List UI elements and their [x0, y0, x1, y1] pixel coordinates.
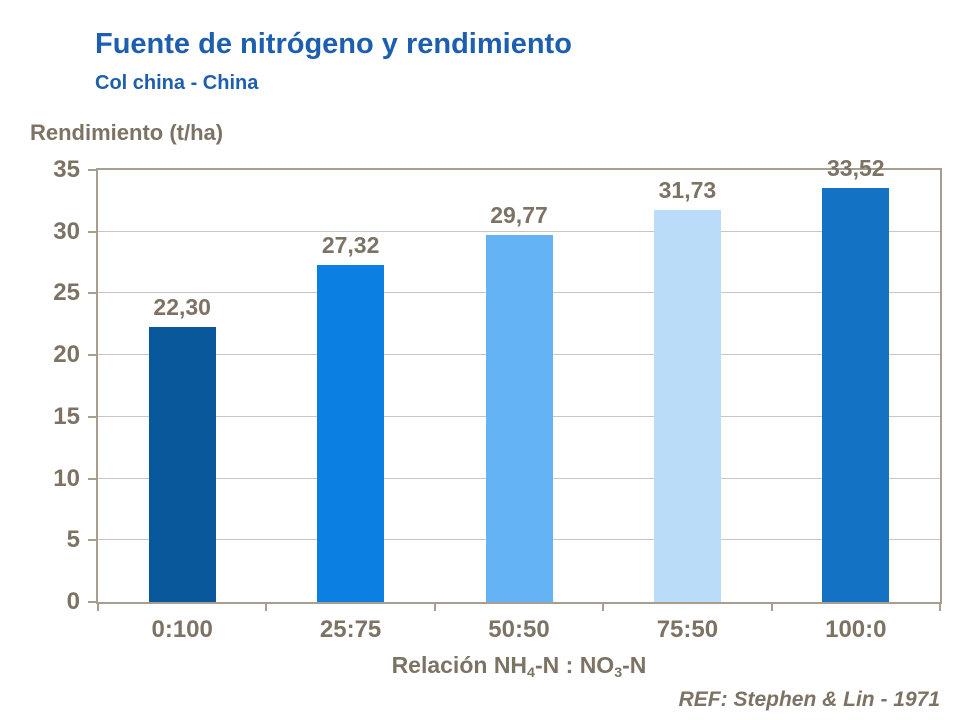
x-axis-title-text: Relación NH — [391, 652, 528, 678]
x-tick-label: 0:100 — [151, 616, 213, 643]
chart-title: Fuente de nitrógeno y rendimiento — [95, 28, 572, 60]
y-tick-mark — [88, 292, 96, 295]
x-tick-label: 25:75 — [319, 616, 382, 643]
x-tick-mark — [770, 604, 773, 611]
reference-note: REF: Stephen & Lin - 1971 — [678, 688, 940, 711]
y-tick-mark — [88, 354, 96, 357]
y-tick-label: 30 — [53, 217, 80, 245]
x-tick-mark — [433, 604, 436, 611]
y-tick-mark — [88, 230, 96, 233]
x-axis-title-text: -N : NO — [534, 652, 615, 678]
y-tick-label: 35 — [53, 156, 80, 183]
y-tick-mark — [88, 415, 96, 418]
y-tick-label: 5 — [66, 526, 80, 554]
y-tick-label: 20 — [53, 341, 80, 369]
y-tick-mark — [88, 601, 96, 603]
x-tick-label: 100:0 — [825, 616, 887, 643]
y-tick-label: 25 — [53, 279, 80, 307]
x-tick-mark — [97, 604, 99, 611]
gridline — [98, 230, 940, 232]
x-tick-label: 50:50 — [488, 616, 550, 643]
y-tick-mark — [88, 539, 96, 542]
x-axis-title-subscript: 3 — [614, 664, 623, 681]
x-tick-mark — [602, 604, 605, 611]
y-axis-title: Rendimiento (t/ha) — [30, 120, 224, 145]
bar — [653, 210, 721, 602]
x-axis-title: Relación NH4-N : NO3-N — [98, 652, 940, 681]
x-tick-mark — [265, 604, 268, 611]
x-axis-title-text: -N — [622, 652, 647, 678]
chart-subtitle: Col china - China — [95, 72, 259, 94]
bar — [148, 326, 216, 602]
y-tick-label: 15 — [53, 402, 80, 430]
y-tick-label: 0 — [66, 588, 80, 615]
bar — [317, 264, 385, 602]
bar — [822, 188, 890, 602]
bar-value-label: 22,30 — [153, 293, 211, 320]
y-tick-label: 10 — [53, 464, 80, 492]
x-axis-title-subscript: 4 — [527, 664, 535, 681]
y-tick-mark — [88, 477, 96, 480]
bar — [485, 234, 553, 602]
x-tick-mark — [939, 604, 941, 611]
x-tick-label: 75:50 — [656, 616, 719, 643]
bar-value-label: 31,73 — [658, 177, 717, 204]
bar-value-label: 33,52 — [827, 155, 885, 182]
bar-value-label: 27,32 — [321, 231, 380, 258]
y-tick-mark — [88, 169, 96, 171]
bar-value-label: 29,77 — [490, 201, 548, 228]
plot-area: 0 5 10 15 20 25 30 35 22,30 27,32 29,77 31,73 33,52 0… — [53, 156, 942, 643]
